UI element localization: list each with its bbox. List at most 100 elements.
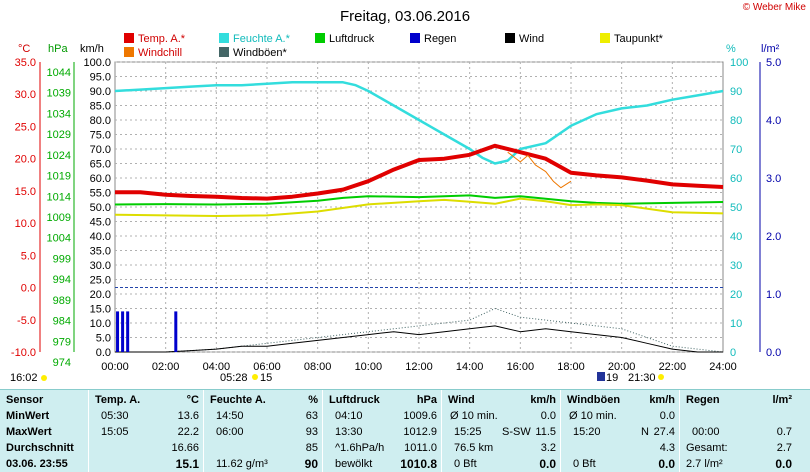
tick-x: 06:00 <box>253 361 281 373</box>
col-temp: Temp. A. °C 05:30 13.6 15:05 22.2 16.66 … <box>88 390 203 472</box>
humidity-min-time: 14:50 <box>216 410 244 422</box>
tick-pressure: 989 <box>53 295 71 307</box>
tick-pressure: 1039 <box>47 88 71 100</box>
gusts-max-dir: N <box>641 426 649 438</box>
humidity-min: 63 <box>305 410 318 422</box>
tick-pressure: 994 <box>53 274 71 286</box>
tick-temp: -5.0 <box>17 315 36 327</box>
tick-wind: 35.0 <box>90 246 111 258</box>
gusts-bft: 0 Bft <box>573 458 596 470</box>
tick-pressure: 1024 <box>47 150 71 162</box>
time-label: 16:02 <box>10 372 38 384</box>
tick-temp: 0.0 <box>21 283 36 295</box>
tick-wind: 30.0 <box>90 260 111 272</box>
legend-swatch <box>315 33 325 43</box>
col-humidity: Feuchte A. % 14:50 63 06:00 93 85 11.62 … <box>203 390 322 472</box>
legend-swatch <box>410 33 420 43</box>
legend-label: Temp. A.* <box>138 33 186 45</box>
humidity-abs: 11.62 g/m³ <box>216 458 268 470</box>
rain-total-label: Gesamt: <box>686 442 728 454</box>
gusts-min: 0.0 <box>659 410 675 422</box>
tick-pressure: 1044 <box>47 67 71 79</box>
tick-wind: 65.0 <box>90 159 111 171</box>
legend-label: Regen <box>424 33 456 45</box>
axis-unit-pressure: hPa <box>48 43 68 55</box>
rain-title: Regen <box>686 394 720 406</box>
tick-wind: 25.0 <box>90 275 111 287</box>
tick-rain: 3.0 <box>766 173 781 185</box>
wind-avg: 3.2 <box>540 442 556 454</box>
legend-label: Windböen* <box>233 47 288 59</box>
tick-temp: 30.0 <box>15 89 36 101</box>
tick-temp: 10.0 <box>15 218 36 230</box>
tick-wind: 90.0 <box>90 86 111 98</box>
row-label-min: MinWert <box>6 410 50 422</box>
rain-bar <box>126 311 130 352</box>
tick-humidity: 70 <box>730 144 742 156</box>
tick-wind: 40.0 <box>90 231 111 243</box>
sun-icon <box>41 375 47 381</box>
tick-temp: 20.0 <box>15 154 36 166</box>
wind-max-time: 15:25 <box>454 426 482 438</box>
tick-wind: 20.0 <box>90 289 111 301</box>
credit-label: © Weber Mike <box>743 2 807 13</box>
wind-bft: 0 Bft <box>454 458 477 470</box>
temp-title: Temp. A. <box>95 394 141 406</box>
tick-humidity: 50 <box>730 202 742 214</box>
tick-wind: 85.0 <box>90 101 111 113</box>
tick-temp: 25.0 <box>15 121 36 133</box>
legend-swatch <box>124 33 134 43</box>
tick-rain: 2.0 <box>766 231 781 243</box>
rain-unit: l/m² <box>772 394 792 406</box>
moonrise-label: 15 <box>260 372 272 384</box>
rain-bar <box>121 311 125 352</box>
tick-rain: 4.0 <box>766 115 781 127</box>
tick-pressure: 979 <box>53 336 71 348</box>
moon-icon <box>597 372 605 381</box>
sunset-icon <box>658 374 664 380</box>
tick-x: 24:00 <box>709 361 737 373</box>
tick-x: 04:00 <box>203 361 231 373</box>
col-rain: Regen l/m² 00:00 0.7 Gesamt: 2.7 2.7 l/m… <box>679 390 796 472</box>
gusts-title: Windböen <box>567 394 621 406</box>
wind-title: Wind <box>448 394 475 406</box>
humidity-current: 90 <box>304 457 318 471</box>
tick-wind: 15.0 <box>90 304 111 316</box>
gusts-avg: 4.3 <box>659 442 675 454</box>
axis-unit-humidity: % <box>726 43 736 55</box>
tick-wind: 70.0 <box>90 144 111 156</box>
legend-swatch <box>124 47 134 57</box>
tick-rain: 5.0 <box>766 57 781 69</box>
tick-wind: 50.0 <box>90 202 111 214</box>
tick-x: 14:00 <box>456 361 484 373</box>
tick-x: 10:00 <box>355 361 383 373</box>
tick-rain: 1.0 <box>766 289 781 301</box>
series-line <box>115 308 724 353</box>
pressure-avg: 1011.0 <box>404 442 437 454</box>
sunset-label: 21:30 <box>628 372 656 384</box>
stats-table: Sensor MinWert MaxWert Durchschnitt 03.0… <box>0 389 810 472</box>
gusts-unit: km/h <box>649 394 675 406</box>
series-line <box>115 325 723 353</box>
tick-wind: 5.0 <box>96 333 111 345</box>
tick-wind: 55.0 <box>90 188 111 200</box>
col-pressure: Luftdruck hPa 04:10 1009.6 13:30 1012.9 … <box>322 390 441 472</box>
tick-rain: 0.0 <box>766 347 781 359</box>
col-gusts: Windböen km/h Ø 10 min. 0.0 15:20 N 27.4… <box>560 390 679 472</box>
col-wind: Wind km/h Ø 10 min. 0.0 15:25 S-SW 11.5 … <box>441 390 560 472</box>
header-sensor: Sensor <box>6 394 44 406</box>
tick-pressure: 974 <box>53 357 71 369</box>
wind-max-dir: S-SW <box>502 426 531 438</box>
tick-x: 22:00 <box>659 361 687 373</box>
tick-x: 08:00 <box>304 361 332 373</box>
pressure-unit: hPa <box>416 394 437 406</box>
tick-x: 18:00 <box>557 361 585 373</box>
legend-swatch <box>505 33 515 43</box>
pressure-trend: ^1.6hPa/h <box>335 442 385 454</box>
row-label-max: MaxWert <box>6 426 52 438</box>
rain-bar <box>116 311 120 352</box>
humidity-unit: % <box>308 394 318 406</box>
legend-label: Windchill <box>138 47 182 59</box>
tick-wind: 95.0 <box>90 72 111 84</box>
tick-humidity: 40 <box>730 231 742 243</box>
